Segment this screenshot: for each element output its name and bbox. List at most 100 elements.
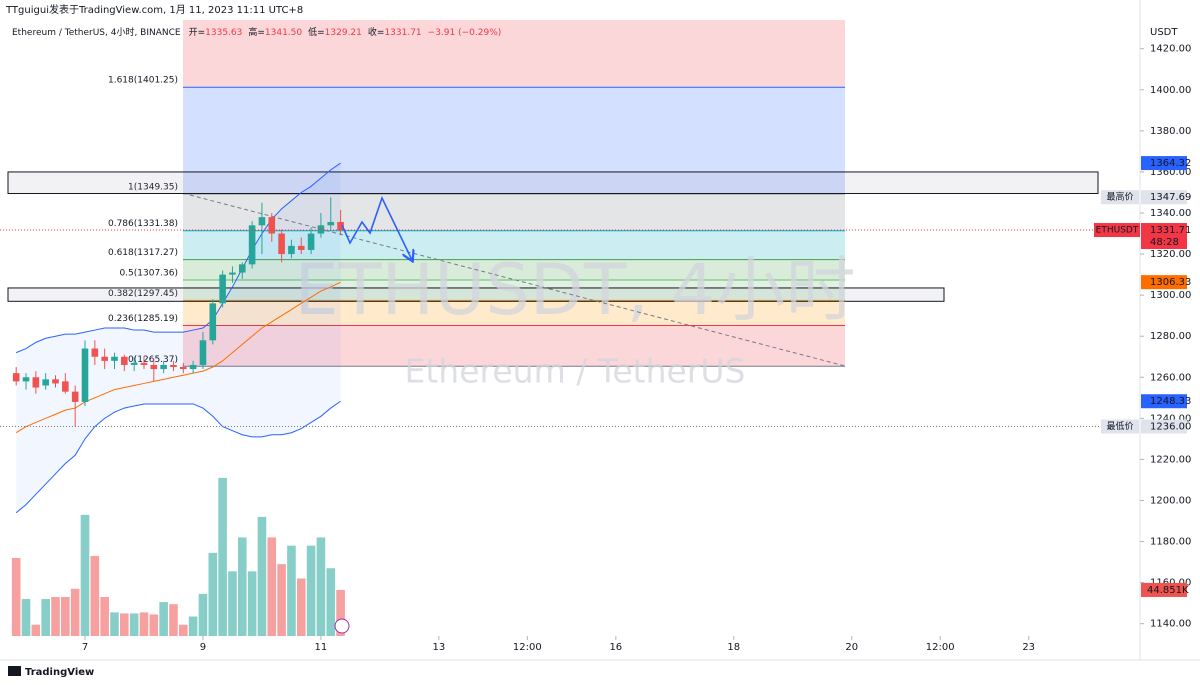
y-tick-label: 1320.00 — [1150, 249, 1191, 260]
volume-bar — [129, 613, 139, 636]
y-tick-label: 1140.00 — [1150, 619, 1191, 630]
fib-zone — [183, 230, 845, 260]
candle-body — [12, 373, 20, 382]
x-tick-label: 12:00 — [513, 642, 542, 653]
candle-body — [111, 356, 118, 361]
y-tick-label: 1420.00 — [1150, 44, 1191, 55]
candle-body — [189, 364, 197, 370]
price-badge — [1141, 419, 1187, 434]
price-badge — [1141, 223, 1187, 250]
ohlc-value: 1335.63 — [205, 28, 242, 38]
volume-bar — [120, 613, 129, 636]
candle-body — [297, 245, 305, 250]
volume-bar — [169, 604, 178, 636]
x-tick-label: 11 — [315, 642, 328, 653]
candle-body — [278, 233, 285, 255]
volume-bar — [306, 545, 316, 636]
volume-bar — [110, 612, 119, 636]
x-tick-label: 12:00 — [926, 642, 955, 653]
fib-label: 0.786(1331.38) — [108, 219, 178, 229]
legend: Ethereum / TetherUS, 4小时, BINANCE 开=1335.… — [12, 26, 501, 38]
projection-path — [341, 195, 412, 260]
candle-body — [160, 364, 167, 370]
author-line: TTguigui发表于TradingView.com, 1月 11, 2023 … — [5, 3, 303, 16]
y-tick-label: 1260.00 — [1150, 372, 1191, 383]
symbol-badge — [1094, 223, 1140, 238]
volume-label: 44.851K — [1147, 585, 1189, 596]
volume-bar — [336, 589, 345, 636]
y-tick-label: 1180.00 — [1150, 537, 1191, 548]
volume-badge — [1141, 582, 1187, 597]
volume-bar — [218, 477, 227, 636]
x-tick-label: 16 — [609, 642, 622, 653]
price-badge — [1141, 394, 1187, 409]
volume-bar — [61, 596, 70, 636]
candle-body — [327, 221, 335, 226]
y-tick-label: 1360.00 — [1150, 167, 1191, 178]
fib-label: 0.5(1307.36) — [119, 269, 178, 279]
volume-bar — [41, 599, 50, 636]
y-tick-label: 1400.00 — [1150, 85, 1191, 96]
price-badge — [1141, 190, 1187, 205]
fib-zone — [183, 325, 845, 367]
volume-bar — [139, 612, 149, 636]
volume-bar — [188, 616, 198, 636]
candle-body — [140, 362, 148, 365]
volume-bar — [149, 614, 159, 636]
volume-bar — [228, 571, 237, 636]
fib-label: 0(1265.37) — [128, 355, 178, 365]
fib-zone — [183, 300, 845, 326]
fib-zone — [183, 259, 845, 281]
brand: TradingView — [8, 666, 94, 678]
fib-label: 1.618(1401.25) — [108, 76, 178, 86]
symbol: Ethereum / TetherUS, 4小时, BINANCE — [12, 26, 181, 38]
volume-bar — [316, 537, 326, 636]
band-upper — [15, 162, 341, 354]
countdown: 48:28 — [1150, 237, 1179, 248]
volume-bar — [159, 602, 168, 636]
price-label: 1248.33 — [1150, 396, 1191, 407]
candle-body — [238, 264, 246, 273]
price-badge — [1141, 275, 1187, 290]
ohlc-value: 1331.71 — [384, 28, 421, 38]
volume-bar — [70, 588, 80, 636]
x-tick-label: 7 — [82, 642, 88, 653]
fib-zone — [183, 280, 845, 301]
watermark: ETHUSDT, 4小时 — [295, 249, 856, 331]
watermark-sub: Ethereum / TetherUS — [405, 352, 746, 391]
volume-bar — [51, 596, 60, 636]
y-tick-label: 1340.00 — [1150, 208, 1191, 219]
volume-bar — [208, 552, 218, 636]
x-tick-label: 13 — [433, 642, 446, 653]
volume-bar — [90, 555, 100, 636]
fib-label: 0.618(1317.27) — [108, 248, 178, 258]
ohlc-label: 高= — [248, 26, 265, 38]
y-tick-label: 1200.00 — [1150, 495, 1191, 506]
fib-label: 0.382(1297.45) — [108, 289, 178, 299]
volume-bar — [257, 516, 267, 636]
price-note: 最高价 — [1106, 191, 1133, 203]
ohlc-label: 收= — [368, 26, 385, 38]
candle-body — [229, 272, 236, 275]
fib-label: 1(1349.35) — [128, 182, 178, 192]
candle-body — [130, 362, 138, 365]
axis-unit: USDT — [1150, 27, 1178, 38]
candle-body — [337, 221, 344, 231]
volume-bar — [100, 596, 109, 636]
band-fill — [16, 163, 341, 513]
price-label: 1347.69 — [1150, 192, 1191, 203]
y-tick-label: 1300.00 — [1150, 290, 1191, 301]
volume-bar — [21, 599, 31, 636]
candle-body — [219, 274, 226, 304]
candle-body — [101, 356, 108, 361]
band-middle — [15, 281, 341, 434]
volume-bar — [31, 624, 41, 636]
band-lower — [15, 400, 341, 514]
volume-bar — [296, 578, 306, 636]
alert-icon — [334, 618, 350, 634]
y-tick-label: 1380.00 — [1150, 126, 1191, 137]
drawn-rectangle — [7, 287, 945, 302]
candle-body — [258, 217, 266, 226]
drawn-rectangle — [7, 171, 1099, 195]
candle-body — [170, 364, 177, 368]
